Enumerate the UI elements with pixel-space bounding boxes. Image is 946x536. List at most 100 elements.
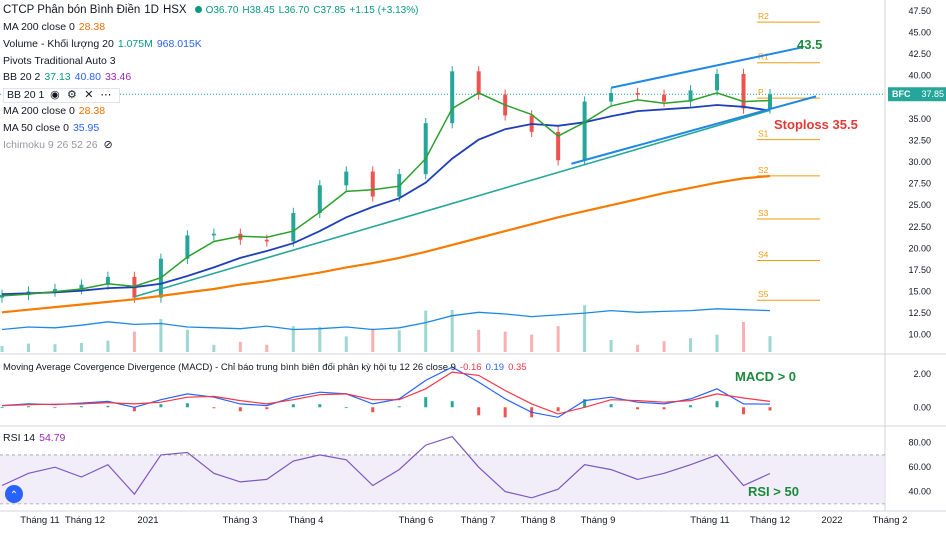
time-axis-label: Tháng 4 [289,515,324,526]
macd-histogram-bar [79,406,83,408]
macd-histogram-bar [159,404,163,408]
volume-bar [212,344,216,352]
interval-label[interactable]: 1D [144,4,159,16]
price-tick-label: 45.00 [908,27,931,37]
volume-bar [689,338,693,352]
price-tick-label: 27.50 [908,179,931,189]
time-axis-label: 2022 [821,515,842,526]
volume-bar [79,343,83,352]
trendline-support-long[interactable] [134,109,771,298]
legend-row[interactable]: MA 200 close 0 28.38 [3,105,109,118]
macd-histogram-bar [132,407,136,412]
indicator-name[interactable]: Volume - Khối lượng 20 [3,37,114,50]
symbol-name[interactable]: CTCP Phân bón Bình Điền [3,4,141,16]
volume-bar [291,326,295,352]
macd-histogram-bar [556,407,560,412]
candle-body [635,92,640,95]
candle-body [582,101,587,161]
rsi-legend[interactable]: RSI 14 54.79 [3,432,69,445]
indicator-name[interactable]: Ichimoku 9 26 52 26 [3,138,98,151]
macd-histogram-bar [636,407,640,410]
trendline-lower-channel[interactable] [571,95,817,165]
legend-row[interactable]: Pivots Traditional Auto 3 [3,55,120,68]
pivot-label-s5: S5 [758,289,769,299]
price-tick-label: 20.00 [908,243,931,253]
more-icon[interactable]: ⋯ [100,89,112,102]
indicator-value: 968.015K [156,37,202,50]
macd-histogram-bar [477,407,481,416]
macd-histogram-bar [344,407,348,409]
hidden-eye-icon[interactable]: ⊘ [103,138,113,151]
price-tick-label: 35.00 [908,114,931,124]
macd-value: 0.35 [508,362,527,373]
time-axis-label: 2021 [137,515,158,526]
indicator-name[interactable]: BB 20 2 [3,71,41,84]
legend-row[interactable]: Volume - Khối lượng 20 1.075M 968.015K [3,38,206,51]
legend-row[interactable]: BB 20 1 ◉ ⚙ ✕ ⋯ [3,88,121,104]
eye-icon[interactable]: ◉ [50,89,60,102]
volume-bar [397,330,401,352]
time-axis-label: Tháng 3 [223,515,258,526]
volume-ma-line [1,308,771,331]
macd-histogram-bar [106,405,110,408]
indicator-value: 1.075M [117,37,153,50]
legend-row[interactable]: MA 50 close 0 35.95 [3,122,103,135]
macd-histogram-bar [397,406,401,408]
settings-icon[interactable]: ⚙ [66,89,77,102]
volume-bar [132,331,136,352]
indicator-value: 33.46 [104,71,132,84]
legend-row[interactable]: BB 20 2 37.13 40.80 33.46 [3,71,135,84]
indicator-name[interactable]: Pivots Traditional Auto 3 [3,54,116,67]
pivot-label-p: P [758,87,764,97]
indicator-value: 28.38 [78,21,106,33]
indicator-value: 37.13 [44,71,71,84]
trendline-upper-channel[interactable] [610,46,804,89]
candle-body [768,94,772,109]
legend-row[interactable]: MA 200 close 0 28.38 [3,21,109,34]
candle-body [370,171,375,197]
price-tick-label: 17.50 [908,265,931,275]
price-tick-label: 22.50 [908,222,931,232]
volume-bar [265,344,269,352]
macd-value: -0.16 [459,362,482,373]
macd-histogram-bar [450,401,454,408]
time-axis-label: Tháng 6 [399,515,434,526]
scroll-up-icon[interactable]: ⌃ [10,490,18,501]
volume-bar [318,326,322,352]
rsi-name[interactable]: RSI 14 [3,432,36,444]
candle-body [79,284,84,289]
volume-bar [715,334,719,352]
annotation-target: 43.5 [797,37,822,52]
macd-signal-line [1,371,771,415]
time-axis-label: Tháng 2 [873,515,908,526]
price-badge-value: 37.85 [921,89,944,99]
candle-body [185,235,190,259]
ma50-line [1,104,771,295]
scroll-to-start-button[interactable] [5,485,23,503]
pivot-label-s2: S2 [758,165,769,175]
macd-histogram-bar [185,403,189,408]
pivot-label-s1: S1 [758,129,769,139]
indicator-name[interactable]: MA 200 close 0 [3,105,75,117]
candle-body [0,295,4,298]
macd-legend[interactable]: Moving Average Covergence Divergence (MA… [3,361,531,374]
indicator-name[interactable]: BB 20 1 [7,89,45,102]
close-icon[interactable]: ✕ [84,89,94,102]
indicator-name[interactable]: MA 200 close 0 [3,21,75,33]
macd-histogram-bar [424,397,428,408]
price-badge [888,87,946,102]
pivot-label-s4: S4 [758,249,769,259]
ohlc-value: C37.85 [313,5,346,16]
price-tick-label: 12.50 [908,308,931,318]
macd-name[interactable]: Moving Average Covergence Divergence (MA… [3,362,456,373]
legend-row[interactable]: Ichimoku 9 26 52 26 ⊘ [3,139,119,152]
pivot-label-r1: R1 [758,52,769,62]
volume-bar [238,341,242,352]
macd-histogram-bar [371,407,375,413]
time-axis-label: Tháng 9 [581,515,616,526]
indicator-name[interactable]: MA 50 close 0 [3,121,69,134]
indicator-value: 40.80 [74,71,101,84]
macd-histogram-bar [26,406,30,408]
